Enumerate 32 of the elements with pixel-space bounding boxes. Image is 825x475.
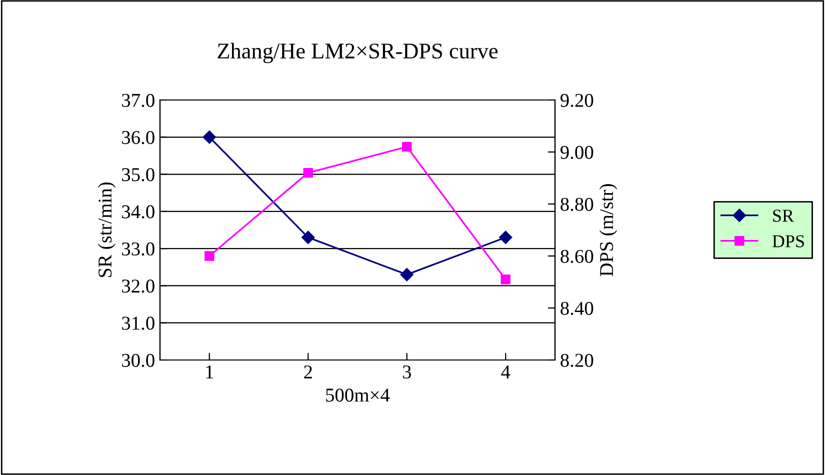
y-tick-label: 32.0 xyxy=(122,280,154,293)
y2-tick-label: 9.20 xyxy=(560,94,594,108)
legend-label: SR xyxy=(773,210,794,222)
x-tick-label: 3 xyxy=(402,365,411,379)
y2-tick-label: 9.00 xyxy=(560,146,594,160)
x-tick-label: 2 xyxy=(304,365,312,378)
x-tick-label: 1 xyxy=(206,366,214,378)
point xyxy=(499,230,512,244)
y2-tick-label: 8.80 xyxy=(560,198,594,212)
y-tick-label: 31.0 xyxy=(122,316,154,330)
x-axis-title: 500m×4 xyxy=(326,388,390,402)
y2-tick-label: 8.40 xyxy=(560,302,594,316)
point xyxy=(500,274,510,284)
point xyxy=(303,168,313,178)
y-axis-title: SR (str/min) xyxy=(98,182,116,278)
y-tick-label: 37.0 xyxy=(122,94,154,108)
y2-axis-title: DPS (m/str) xyxy=(599,184,618,276)
y-tick-label: 30.0 xyxy=(122,354,154,368)
y-tick-label: 35.0 xyxy=(122,168,154,182)
y-tick-label: 33.0 xyxy=(122,242,154,256)
point xyxy=(400,268,414,282)
x-tick-label: 4 xyxy=(501,366,510,378)
point xyxy=(204,251,214,261)
y2-tick-label: 8.20 xyxy=(560,354,594,368)
y-tick-label: 34.0 xyxy=(122,205,154,218)
y-tick-label: 36.0 xyxy=(122,130,154,144)
y2-tick-label: 8.60 xyxy=(560,250,594,264)
point xyxy=(302,230,315,244)
chart-title: Zhang/He LM2×SR-DPS curve xyxy=(218,42,498,64)
legend-label: DPS xyxy=(772,235,804,248)
point xyxy=(202,130,216,144)
point xyxy=(402,142,412,152)
